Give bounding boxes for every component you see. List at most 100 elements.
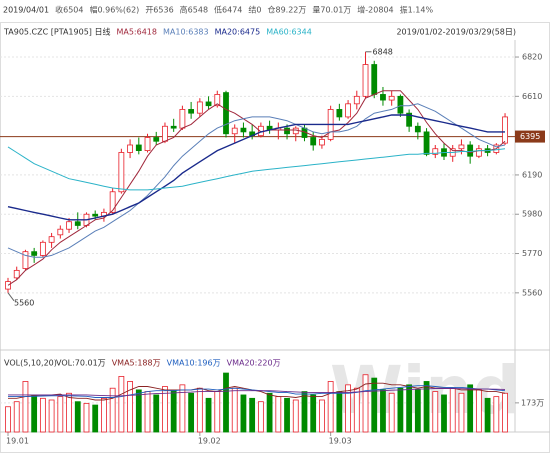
x-tick-label: 19.03 — [329, 437, 352, 446]
volume-bar — [414, 389, 421, 433]
volume-bar — [66, 392, 72, 433]
volume-bar — [127, 381, 133, 433]
volume-bar — [179, 384, 186, 433]
ma-line — [7, 103, 506, 258]
info-item: 增-20804 — [357, 5, 393, 15]
volume-bar — [109, 387, 116, 433]
volume-bar — [371, 377, 378, 433]
ma-line — [7, 90, 506, 286]
candle-body — [475, 148, 482, 157]
candle-body — [310, 137, 317, 146]
candle-body — [153, 137, 160, 142]
candle-body — [406, 112, 413, 127]
low-pointer — [7, 292, 15, 302]
price-label-box — [515, 130, 545, 143]
volume-tick-label: 173万 — [521, 398, 544, 407]
volume-bar — [345, 384, 351, 433]
ma-line — [7, 146, 506, 191]
volume-bar — [257, 401, 264, 433]
candle-body — [74, 221, 81, 226]
candle-body — [292, 127, 299, 135]
candle-body — [188, 109, 195, 114]
candle-body — [92, 213, 99, 217]
candle-body — [170, 125, 177, 129]
volume-bar — [39, 397, 46, 433]
info-item: 仓89.22万 — [267, 5, 306, 15]
volume-bar — [484, 397, 491, 433]
candle-body — [162, 125, 168, 142]
legend-entry: MA60:6344 — [266, 28, 312, 37]
candle-body — [66, 221, 72, 230]
volume-bar — [135, 389, 142, 433]
volume-bar — [423, 381, 430, 433]
candle-body — [240, 127, 247, 133]
info-item: 结0 — [248, 5, 261, 15]
volume-bar — [353, 387, 360, 433]
legend-entry: MA5:6418 — [116, 28, 157, 37]
candle-body — [388, 95, 395, 101]
volume-bar — [475, 389, 482, 433]
info-item: 振1.14% — [400, 5, 434, 15]
candle-body — [371, 64, 378, 95]
volume-bar — [249, 397, 256, 433]
volume-bar — [284, 397, 290, 433]
candle-body — [31, 251, 38, 256]
volume-bar — [101, 397, 107, 433]
date-range: 2019/01/02-2019/03/29(58日) — [396, 28, 516, 37]
x-tick-label: 19.01 — [6, 437, 29, 446]
candle-body — [39, 241, 46, 256]
info-item: 2019/04/01 — [3, 6, 49, 15]
candle-body — [467, 144, 474, 157]
volume-bar — [92, 404, 99, 433]
volume-bar — [388, 392, 395, 433]
volume-bar — [223, 372, 229, 433]
candle-body — [109, 191, 116, 213]
volume-bar — [458, 392, 465, 433]
volume-bar — [432, 391, 439, 433]
volume-bar — [83, 402, 90, 433]
volume-legend-entry: VMA10:196万 — [167, 359, 221, 368]
volume-legend-entry: VMA20:220万 — [227, 359, 281, 368]
candle-body — [5, 281, 11, 290]
volume-bar — [467, 384, 474, 433]
candle-body — [22, 251, 29, 269]
candle-body — [336, 109, 343, 118]
info-item: 开6536 — [145, 6, 173, 15]
ma-line — [7, 114, 505, 221]
volume-bar — [319, 399, 325, 433]
volume-bar — [406, 384, 413, 433]
candle-body — [127, 144, 133, 153]
candle-body — [48, 236, 55, 243]
volume-bar — [231, 387, 238, 433]
volume-bar — [48, 399, 55, 433]
volume-bar — [441, 394, 447, 433]
y-tick-label: 6190 — [522, 170, 542, 179]
volume-bar — [57, 396, 64, 433]
candle-body — [196, 101, 203, 114]
volume-bar — [205, 397, 212, 433]
candle-body — [502, 116, 508, 144]
info-item: 量70.01万 — [312, 6, 351, 15]
candle-body — [57, 228, 64, 236]
y-tick-label: 5770 — [522, 249, 542, 258]
candle-body — [362, 64, 369, 97]
volume-title: VOL(5,10,20) — [4, 359, 57, 368]
volume-bar — [397, 387, 404, 433]
legend-entry: MA10:6383 — [163, 28, 209, 37]
candle-body — [397, 95, 404, 114]
candle-body — [214, 94, 221, 107]
volume-bar — [74, 401, 81, 433]
candle-body — [135, 144, 142, 152]
high-label: 6848 — [373, 47, 393, 56]
candle-body — [432, 148, 439, 155]
vma-line — [8, 388, 506, 397]
volume-bar — [310, 394, 317, 433]
instrument: TA905.CZC [PTA1905] 日线 — [3, 27, 110, 37]
volume-bar — [22, 381, 29, 433]
volume-current: VOL:70.01万 — [56, 359, 106, 368]
volume-bar — [301, 391, 308, 433]
volume-bar — [31, 394, 38, 433]
y-tick-label: 6820 — [522, 53, 542, 62]
volume-bar — [240, 394, 247, 433]
